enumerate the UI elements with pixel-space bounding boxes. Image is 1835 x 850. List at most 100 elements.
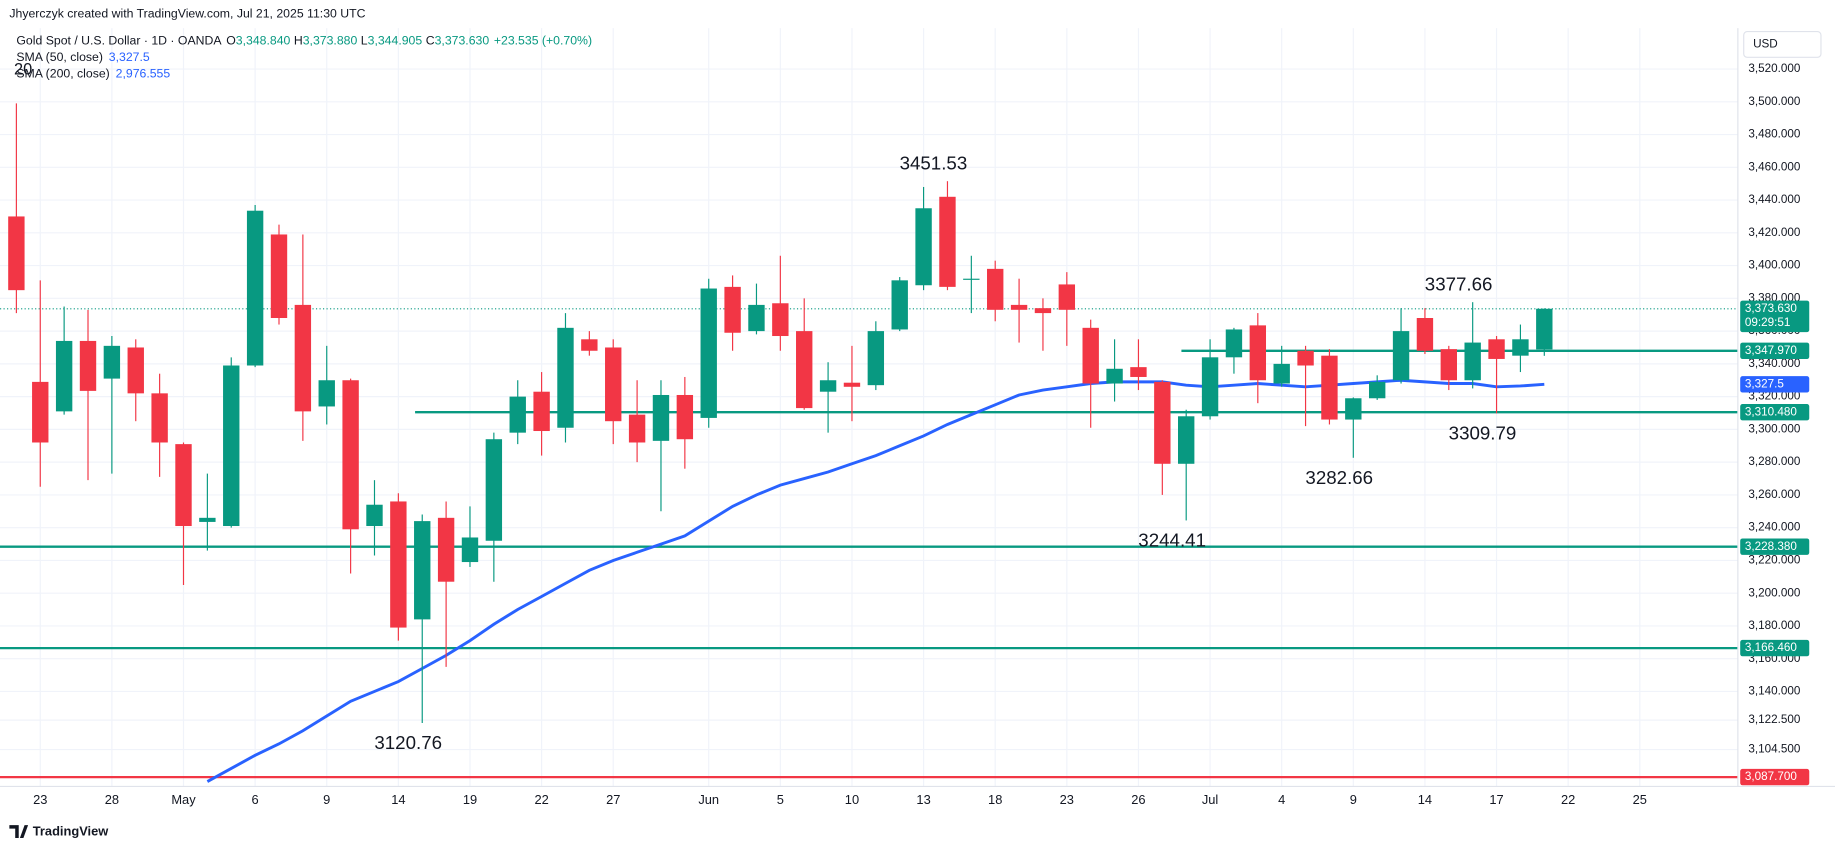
candle-body xyxy=(32,381,49,443)
candle-body xyxy=(199,517,216,522)
candle-body xyxy=(533,391,550,432)
legend-sma50: SMA (50, close) 3,327.5 xyxy=(16,50,150,64)
y-tick-label: 3,140.000 xyxy=(1748,685,1800,698)
plot-area xyxy=(0,103,1738,783)
candle-body xyxy=(318,380,335,407)
y-tick-label: 3,520.000 xyxy=(1748,62,1800,75)
candle-body xyxy=(390,501,407,628)
candle-body xyxy=(772,303,789,337)
candle-body xyxy=(151,393,168,443)
footer-brand: TradingView xyxy=(33,824,110,839)
candle-body xyxy=(246,210,264,366)
candle-body xyxy=(1106,368,1123,384)
x-tick-label: 5 xyxy=(777,792,784,807)
level-label-text: 3,228.380 xyxy=(1745,540,1797,553)
legend-name: SMA (200, close) xyxy=(16,67,109,81)
candle-body xyxy=(724,286,741,333)
last-price-box xyxy=(1740,300,1810,333)
x-tick-label: 18 xyxy=(988,792,1002,807)
x-tick-label: 27 xyxy=(606,792,620,807)
x-tick-label: 22 xyxy=(1561,792,1575,807)
currency-box[interactable] xyxy=(1743,31,1822,58)
ohlc-value: 3,373.880 xyxy=(303,34,358,48)
candle-body xyxy=(1536,308,1553,350)
grid xyxy=(0,28,1738,787)
candle-body xyxy=(581,339,598,351)
candle-body xyxy=(605,347,622,422)
level-label-text: 3,166.460 xyxy=(1745,641,1797,654)
last-price-text: 3,373.630 xyxy=(1745,302,1797,315)
x-tick-label: Jun xyxy=(698,792,719,807)
candle-body xyxy=(270,234,288,319)
candle-body xyxy=(1130,367,1147,377)
price-annotation: 3120.76 xyxy=(374,732,442,753)
candle-body xyxy=(366,504,383,527)
x-tick-label: 22 xyxy=(534,792,548,807)
y-tick-label: 3,300.000 xyxy=(1748,422,1800,435)
candle-body xyxy=(8,216,25,291)
x-tick-label: 23 xyxy=(33,792,47,807)
candle-body xyxy=(676,394,694,440)
x-tick-label: 19 xyxy=(463,792,477,807)
countdown: 09:29:51 xyxy=(1745,316,1790,329)
candle-body xyxy=(1178,416,1195,464)
candle-body xyxy=(1368,381,1386,399)
candle-body xyxy=(987,268,1004,310)
price-annotation: 3309.79 xyxy=(1449,422,1517,443)
candle-body xyxy=(1249,325,1267,381)
candle-body xyxy=(867,331,885,386)
level-label-box xyxy=(1740,768,1810,786)
symbol: Gold Spot / U.S. Dollar · 1D · OANDA xyxy=(16,34,222,48)
legend-name: SMA (50, close) xyxy=(16,50,103,64)
candle-body xyxy=(1225,329,1243,358)
x-tick-label: 23 xyxy=(1060,792,1074,807)
x-tick-label: 13 xyxy=(916,792,930,807)
candle-body xyxy=(55,340,73,412)
price-axis: 3,520.000 3,500.000 3,480.000 3,460.000 3,44… xyxy=(1740,62,1810,786)
candle-body xyxy=(700,288,717,418)
y-tick-label: 3,420.000 xyxy=(1748,226,1800,239)
candle-body xyxy=(1392,331,1410,381)
candle-body xyxy=(294,304,312,412)
x-tick-label: 14 xyxy=(391,792,405,807)
candle-body xyxy=(414,521,431,620)
candle-body xyxy=(1082,327,1099,384)
x-tick-label: 17 xyxy=(1489,792,1503,807)
y-tick-label: 3,220.000 xyxy=(1748,554,1800,567)
candle-body xyxy=(843,382,861,387)
y-tick-label: 3,180.000 xyxy=(1748,619,1800,632)
candle-body xyxy=(963,278,980,280)
ohlc-value: 3,348.840 xyxy=(236,34,291,48)
x-tick-label: 14 xyxy=(1418,792,1432,807)
level-label-box xyxy=(1740,538,1810,555)
legend-value: 3,327.5 xyxy=(109,50,150,64)
y-tick-label: 3,340.000 xyxy=(1748,357,1800,370)
stray-label: 20 xyxy=(14,61,32,79)
level-label-box xyxy=(1740,639,1810,657)
x-tick-label: 9 xyxy=(323,792,330,807)
legend-value: 2,976.555 xyxy=(116,67,171,81)
candle-body xyxy=(79,340,97,391)
time-axis: 23 28 May 6 9 14 19 22 27 Jun 5 10 13 18 23 26 Jul 4 9 14 17… xyxy=(33,792,1647,807)
candle-body xyxy=(939,196,956,287)
change: +23.535 (+0.70%) xyxy=(494,34,592,48)
candle-body xyxy=(1297,350,1314,366)
sma-label-box xyxy=(1740,376,1810,393)
y-tick-label: 3,400.000 xyxy=(1748,259,1800,272)
x-tick-label: 26 xyxy=(1131,792,1145,807)
x-tick-label: 10 xyxy=(845,792,859,807)
candle-body xyxy=(1416,318,1434,351)
x-tick-label: 4 xyxy=(1278,792,1285,807)
candle-body xyxy=(1345,398,1362,420)
x-tick-label: 25 xyxy=(1633,792,1647,807)
candle-body xyxy=(223,365,240,527)
sma-label-text: 3,327.5 xyxy=(1745,377,1784,390)
x-tick-label: 9 xyxy=(1350,792,1357,807)
candle-body xyxy=(557,327,574,428)
candle-body xyxy=(1488,339,1505,359)
candle-body xyxy=(915,208,932,286)
price-annotation: 3244.41 xyxy=(1138,529,1206,550)
